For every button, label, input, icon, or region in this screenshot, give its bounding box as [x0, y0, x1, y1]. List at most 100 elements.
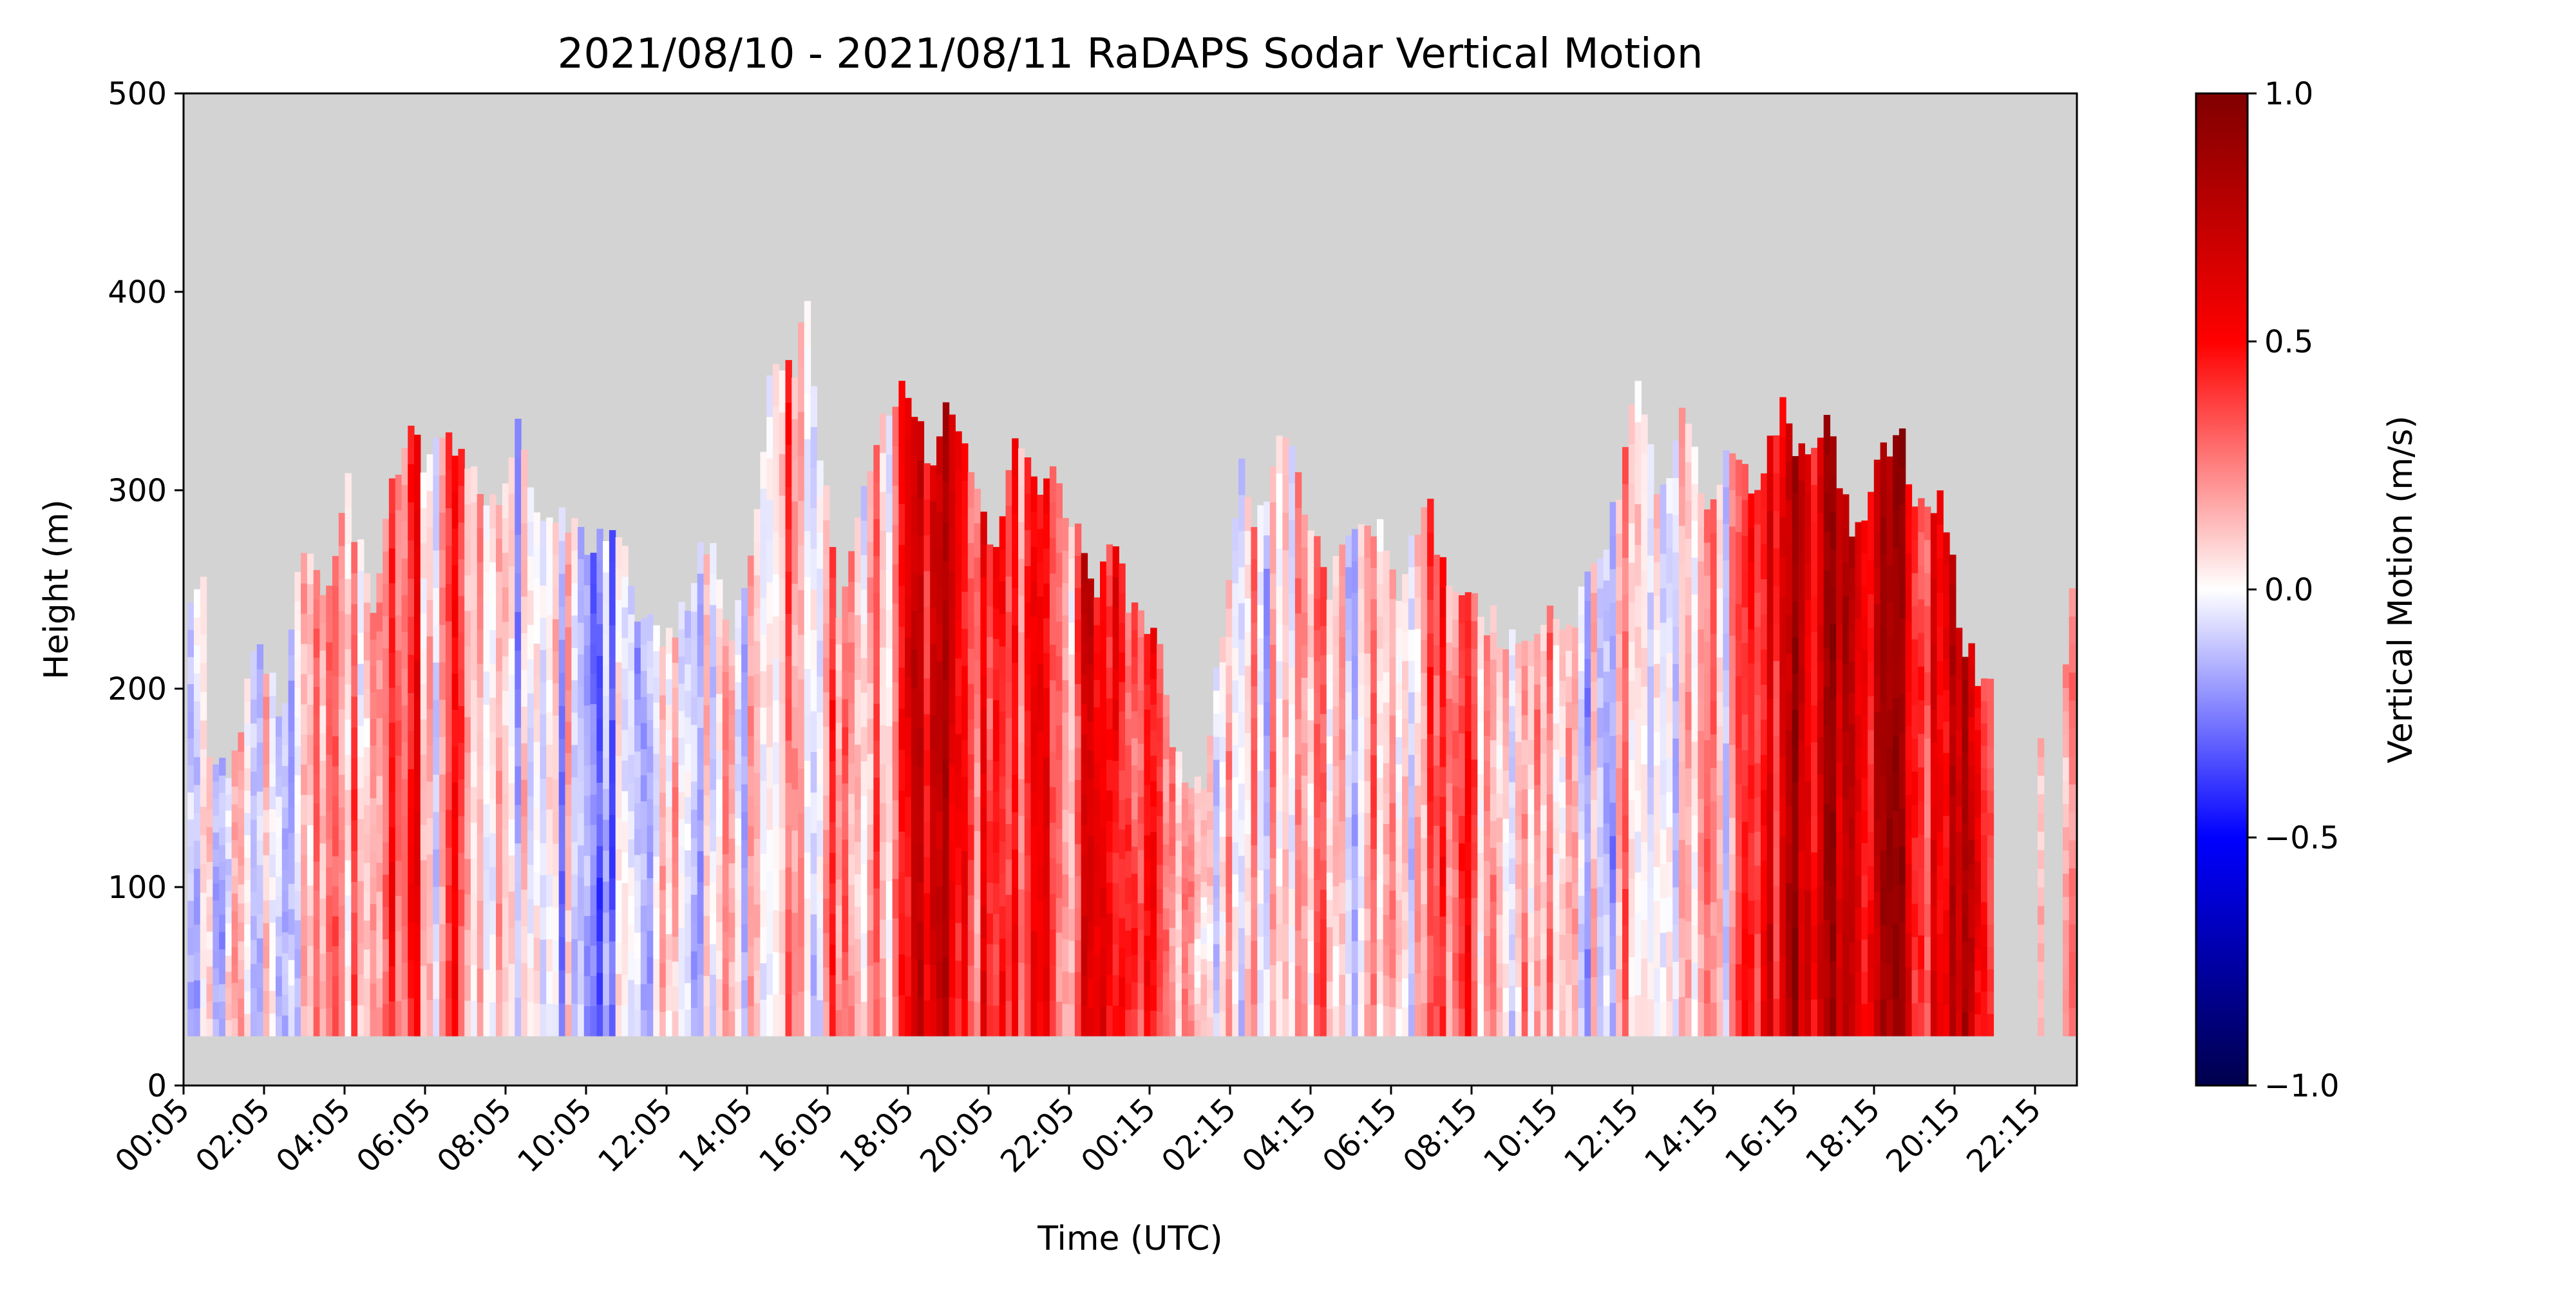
- heatmap-cell: [1207, 1017, 1214, 1037]
- heatmap-cell: [1609, 802, 1616, 836]
- heatmap-cell: [1798, 924, 1805, 962]
- heatmap-cell: [458, 595, 465, 633]
- heatmap-cell: [955, 469, 962, 508]
- heatmap-cell: [376, 891, 383, 921]
- heatmap-cell: [659, 841, 667, 866]
- heatmap-cell: [1962, 775, 1969, 799]
- heatmap-cell: [659, 987, 667, 1012]
- heatmap-cell: [1030, 546, 1037, 582]
- heatmap-cell: [753, 805, 761, 839]
- heatmap-cell: [502, 691, 509, 726]
- heatmap-cell: [546, 647, 553, 680]
- heatmap-cell: [313, 569, 321, 600]
- heatmap-cell: [1345, 598, 1352, 630]
- heatmap-cell: [1005, 965, 1012, 1001]
- heatmap-cell: [1962, 680, 1969, 705]
- heatmap-cell: [1830, 961, 1837, 999]
- heatmap-cell: [1848, 661, 1856, 693]
- heatmap-cell: [1761, 930, 1768, 966]
- heatmap-cell: [892, 997, 899, 1037]
- heatmap-cell: [1030, 511, 1037, 547]
- heatmap-cell: [1012, 999, 1019, 1037]
- heatmap-cell: [1596, 558, 1604, 589]
- heatmap-cell: [1062, 939, 1069, 972]
- heatmap-cell: [496, 770, 503, 805]
- heatmap-cell: [1546, 632, 1554, 660]
- heatmap-cell: [942, 402, 950, 443]
- heatmap-cell: [420, 613, 428, 649]
- heatmap-cell: [1396, 627, 1403, 656]
- heatmap-cell: [1566, 881, 1573, 908]
- heatmap-cell: [1376, 842, 1384, 875]
- heatmap-cell: [483, 837, 490, 871]
- heatmap-cell: [231, 911, 238, 930]
- heatmap-cell: [445, 621, 453, 660]
- heatmap-cell: [1691, 815, 1698, 852]
- heatmap-cell: [1226, 779, 1233, 808]
- heatmap-cell: [1685, 615, 1692, 654]
- heatmap-cell: [1194, 1003, 1201, 1020]
- heatmap-cell: [1861, 778, 1868, 811]
- heatmap-cell: [1496, 866, 1503, 891]
- heatmap-cell: [1294, 859, 1302, 895]
- heatmap-cell: [383, 906, 390, 940]
- heatmap-cell: [1710, 868, 1718, 903]
- heatmap-cell: [1798, 628, 1805, 666]
- heatmap-cell: [1182, 1004, 1189, 1021]
- heatmap-cell: [1691, 888, 1698, 926]
- heatmap-cell: [206, 966, 213, 984]
- heatmap-cell: [1370, 598, 1378, 631]
- heatmap-cell: [1238, 530, 1245, 568]
- heatmap-cell: [1741, 571, 1748, 607]
- colorbar-tick-label: −1.0: [2264, 1068, 2340, 1104]
- heatmap-cell: [936, 624, 943, 662]
- heatmap-cell: [867, 718, 874, 754]
- heatmap-cell: [1792, 746, 1799, 783]
- heatmap-cell: [1811, 484, 1818, 522]
- heatmap-cell: [420, 930, 428, 966]
- heatmap-cell: [1804, 781, 1812, 818]
- heatmap-cell: [1294, 718, 1302, 755]
- heatmap-cell: [2069, 756, 2076, 785]
- heatmap-cell: [1433, 555, 1441, 586]
- heatmap-cell: [1886, 782, 1893, 819]
- heatmap-cell: [703, 674, 710, 705]
- heatmap-cell: [445, 470, 453, 508]
- heatmap-cell: [1490, 928, 1497, 956]
- heatmap-cell: [1634, 749, 1642, 791]
- heatmap-cell: [401, 521, 408, 559]
- heatmap-cell: [1836, 625, 1843, 660]
- heatmap-cell: [383, 809, 390, 843]
- heatmap-cell: [1861, 553, 1868, 586]
- heatmap-cell: [1641, 647, 1648, 687]
- heatmap-cell: [697, 850, 705, 883]
- heatmap-cell: [1389, 685, 1396, 716]
- heatmap-cell: [477, 934, 484, 969]
- heatmap-cell: [974, 899, 981, 934]
- heatmap-cell: [766, 953, 773, 995]
- heatmap-cell: [609, 593, 616, 626]
- heatmap-cell: [1068, 527, 1075, 559]
- heatmap-cell: [710, 604, 717, 636]
- x-tick-label: 22:15: [1960, 1091, 2048, 1180]
- heatmap-cell: [1905, 967, 1913, 1002]
- heatmap-cell: [1660, 932, 1667, 968]
- heatmap-cell: [376, 862, 383, 892]
- heatmap-cell: [1137, 610, 1144, 638]
- heatmap-cell: [200, 662, 207, 692]
- heatmap-cell: [1169, 765, 1176, 784]
- heatmap-cell: [1949, 584, 1956, 615]
- heatmap-cell: [276, 776, 283, 797]
- heatmap-cell: [238, 903, 245, 923]
- heatmap-cell: [1018, 632, 1025, 669]
- x-tick-label: 08:05: [430, 1091, 518, 1180]
- heatmap-cell: [590, 824, 597, 856]
- heatmap-cell: [521, 633, 528, 670]
- heatmap-cell: [1182, 1020, 1189, 1037]
- heatmap-cell: [1030, 861, 1037, 897]
- heatmap-cell: [408, 425, 415, 464]
- heatmap-cell: [1112, 546, 1119, 578]
- heatmap-cell: [433, 849, 440, 887]
- heatmap-cell: [1855, 522, 1862, 555]
- heatmap-cell: [1257, 770, 1264, 805]
